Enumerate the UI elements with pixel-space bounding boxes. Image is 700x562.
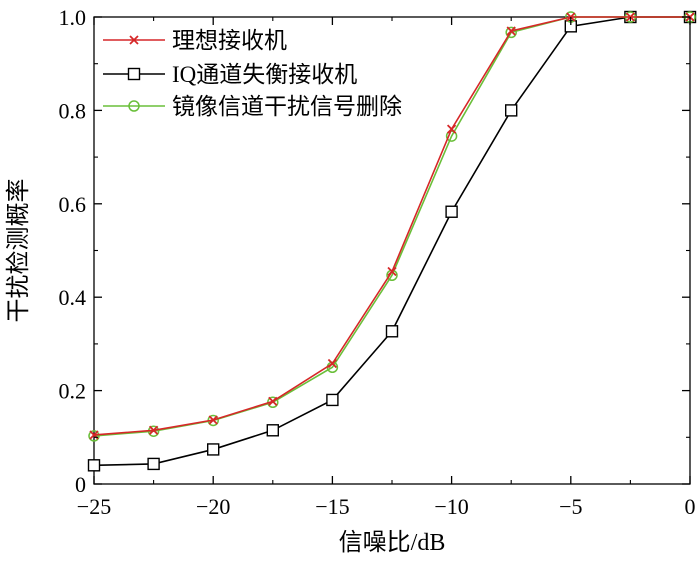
legend-entry: 理想接收机 — [103, 28, 287, 53]
x-tick-label: −20 — [196, 494, 230, 519]
data-point — [147, 457, 160, 471]
y-tick-label: 0.8 — [59, 98, 87, 123]
marker-stroke — [148, 425, 159, 435]
y-tick-label: 0.2 — [59, 379, 87, 404]
series-0 — [89, 12, 695, 440]
marker-stroke — [89, 430, 99, 440]
y-tick-label: 0.6 — [59, 192, 87, 217]
legend-entry: IQ通道失衡接收机 — [103, 62, 357, 87]
data-point — [387, 266, 397, 277]
data-point — [446, 124, 457, 134]
data-point — [327, 358, 338, 369]
y-tick-label: 0 — [75, 472, 86, 497]
marker-stroke — [446, 124, 457, 134]
legend-label: 镜像信道干扰信号删除 — [172, 94, 402, 119]
data-point — [326, 393, 339, 407]
data-point — [268, 396, 278, 406]
marker-stroke — [129, 35, 139, 45]
x-tick-label: −15 — [315, 494, 349, 519]
data-point — [208, 415, 218, 425]
marker-stroke — [506, 26, 516, 36]
data-point — [505, 104, 518, 117]
data-point — [148, 425, 159, 435]
y-axis-title: 干扰检测概率 — [5, 179, 32, 323]
x-tick-label: 0 — [685, 494, 696, 519]
series-layer — [87, 10, 697, 472]
plot-area — [93, 16, 691, 485]
data-point — [88, 430, 100, 442]
x-tick-label: −10 — [434, 494, 468, 519]
marker-stroke — [327, 358, 338, 369]
x-axis-title: 信噪比/dB — [339, 529, 446, 556]
data-point — [385, 325, 399, 338]
axes-layer: −25 −20 −15 −10 −5 0 0 0.2 0.4 0.6 0.8 1.0 — [59, 5, 696, 519]
data-point — [87, 459, 101, 472]
data-point — [206, 443, 220, 456]
series-1 — [87, 10, 697, 472]
y-tick-label: 1.0 — [59, 5, 87, 30]
marker-stroke — [208, 415, 218, 425]
data-point — [266, 424, 279, 437]
legend-marker — [127, 67, 141, 81]
y-tick-label: 0.4 — [59, 285, 87, 310]
x-tick-label: −25 — [77, 494, 111, 519]
plot-frame — [93, 16, 691, 485]
marker-stroke — [387, 266, 397, 277]
data-point — [505, 26, 517, 39]
data-point — [506, 26, 516, 36]
marker-stroke — [268, 396, 278, 406]
legend-label: IQ通道失衡接收机 — [172, 62, 357, 87]
data-point — [445, 205, 458, 218]
legend-label: 理想接收机 — [172, 28, 287, 53]
x-tick-label: −5 — [559, 494, 582, 519]
legend-marker — [129, 35, 139, 45]
legend-entry: 镜像信道干扰信号删除 — [103, 94, 402, 119]
legend-marker — [128, 100, 140, 112]
